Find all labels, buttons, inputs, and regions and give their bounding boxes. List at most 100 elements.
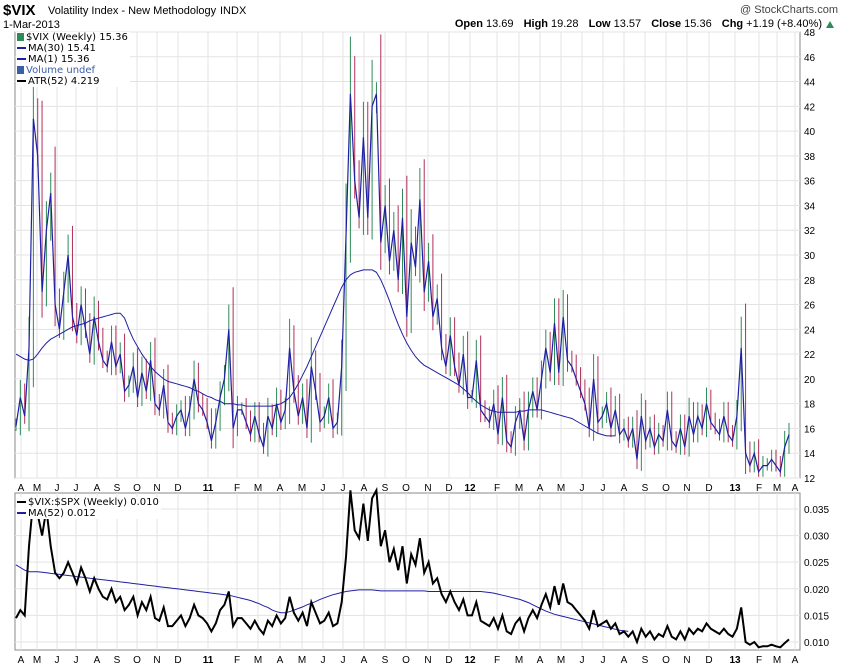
ohlc-readout: Open 13.69 High 19.28 Low 13.57 Close 15.36 …	[448, 18, 822, 30]
x-tick-label: A	[18, 655, 25, 666]
symbol: $VIX	[3, 2, 36, 19]
close-value: 15.36	[684, 18, 712, 30]
x-tick-label: D	[705, 655, 712, 666]
x-tick-label: O	[662, 483, 670, 494]
x-tick-label: J	[580, 483, 585, 494]
x-tick-label: A	[537, 655, 544, 666]
y-tick-label: 48	[804, 28, 816, 39]
y-tick-label: 16	[804, 424, 816, 435]
x-tick-label: D	[174, 655, 181, 666]
x-tick-label: O	[133, 655, 141, 666]
x-tick-label: J	[341, 655, 346, 666]
open-label: Open	[454, 18, 483, 30]
x-tick-label: A	[94, 483, 101, 494]
x-tick-label: J	[74, 483, 79, 494]
x-tick-label: J	[74, 655, 79, 666]
y-tick-label: 40	[804, 127, 816, 138]
legend-item-vix: $VIX (Weekly) 15.36	[16, 32, 128, 43]
x-tick-label: 12	[464, 483, 476, 494]
legend-item-atr: ATR(52) 4.219	[16, 76, 128, 87]
x-tick-label: M	[254, 483, 262, 494]
x-tick-label: M	[773, 655, 781, 666]
x-tick-label: A	[621, 483, 628, 494]
volume-icon	[17, 66, 24, 74]
x-tick-label: M	[557, 655, 565, 666]
y-tick-label: 44	[804, 78, 816, 89]
low-label: Low	[588, 18, 611, 30]
x-tick-label: M	[254, 655, 262, 666]
x-tick-label: 12	[464, 655, 476, 666]
x-tick-label: A	[277, 655, 284, 666]
line-icon	[17, 80, 26, 82]
x-tick-label: J	[580, 655, 585, 666]
series-line-ma30	[15, 269, 616, 437]
close-label: Close	[651, 18, 682, 30]
x-tick-label: M	[33, 483, 41, 494]
y-tick-label: 36	[804, 177, 816, 188]
x-tick-label: N	[424, 655, 431, 666]
x-tick-label: A	[537, 483, 544, 494]
x-tick-label: N	[683, 483, 690, 494]
plot-area-bottom	[14, 492, 801, 651]
x-tick-label: O	[402, 655, 410, 666]
x-tick-label: M	[515, 655, 523, 666]
x-tick-label: A	[18, 483, 25, 494]
line-icon	[17, 47, 26, 49]
x-tick-label: S	[382, 655, 389, 666]
y-tick-label: 0.030	[804, 532, 829, 543]
x-tick-label: D	[174, 483, 181, 494]
x-tick-label: N	[153, 655, 160, 666]
x-tick-label: F	[494, 483, 500, 494]
x-tick-label: M	[298, 655, 306, 666]
x-tick-label: N	[683, 655, 690, 666]
y-tick-label: 0.020	[804, 585, 829, 596]
x-tick-label: O	[662, 655, 670, 666]
x-tick-label: N	[153, 483, 160, 494]
x-tick-label: F	[756, 483, 762, 494]
up-arrow-icon	[826, 21, 834, 28]
x-tick-label: A	[277, 483, 284, 494]
y-tick-label: 26	[804, 301, 816, 312]
x-tick-label: M	[557, 483, 565, 494]
y-tick-label: 0.035	[804, 505, 829, 516]
open-value: 13.69	[485, 18, 514, 30]
x-tick-label: A	[792, 483, 799, 494]
x-tick-label: A	[621, 655, 628, 666]
y-tick-label: 18	[804, 400, 816, 411]
bar-icon	[17, 33, 24, 41]
x-tick-label: M	[773, 483, 781, 494]
legend-item-ma52: MA(52) 0.012	[16, 508, 159, 519]
low-value: 13.57	[613, 18, 642, 30]
series-line-ma52	[15, 564, 629, 632]
x-tick-label: J	[341, 483, 346, 494]
x-tick-label: J	[601, 483, 606, 494]
x-tick-label: A	[792, 655, 799, 666]
legend-item-ratio: $VIX:$SPX (Weekly) 0.010	[16, 497, 159, 508]
series-line-ma1	[15, 93, 790, 474]
x-tick-label: D	[705, 483, 712, 494]
x-tick-label: S	[642, 655, 649, 666]
exchange: INDX	[220, 5, 247, 17]
y-tick-label: 38	[804, 152, 816, 163]
y-tick-label: 14	[804, 449, 816, 460]
y-tick-label: 0.015	[804, 611, 829, 622]
x-tick-label: F	[756, 655, 762, 666]
y-tick-label: 0.010	[804, 638, 829, 649]
y-tick-label: 24	[804, 325, 816, 336]
x-tick-label: M	[515, 483, 523, 494]
x-tick-label: S	[114, 655, 121, 666]
chart-header: $VIX Volatility Index - New Methodology …	[0, 0, 850, 34]
x-tick-label: O	[402, 483, 410, 494]
line-icon	[17, 512, 26, 514]
y-tick-label: 22	[804, 350, 816, 361]
copyright[interactable]: @ StockCharts.com	[740, 4, 838, 16]
x-tick-label: J	[55, 483, 60, 494]
x-tick-label: 11	[203, 483, 214, 494]
legend-item-ma30: MA(30) 15.41	[16, 43, 128, 54]
y-tick-label: 32	[804, 226, 816, 237]
x-tick-label: D	[445, 483, 452, 494]
x-tick-label: J	[601, 655, 606, 666]
y-tick-label: 0.025	[804, 558, 829, 569]
x-tick-label: D	[445, 655, 452, 666]
